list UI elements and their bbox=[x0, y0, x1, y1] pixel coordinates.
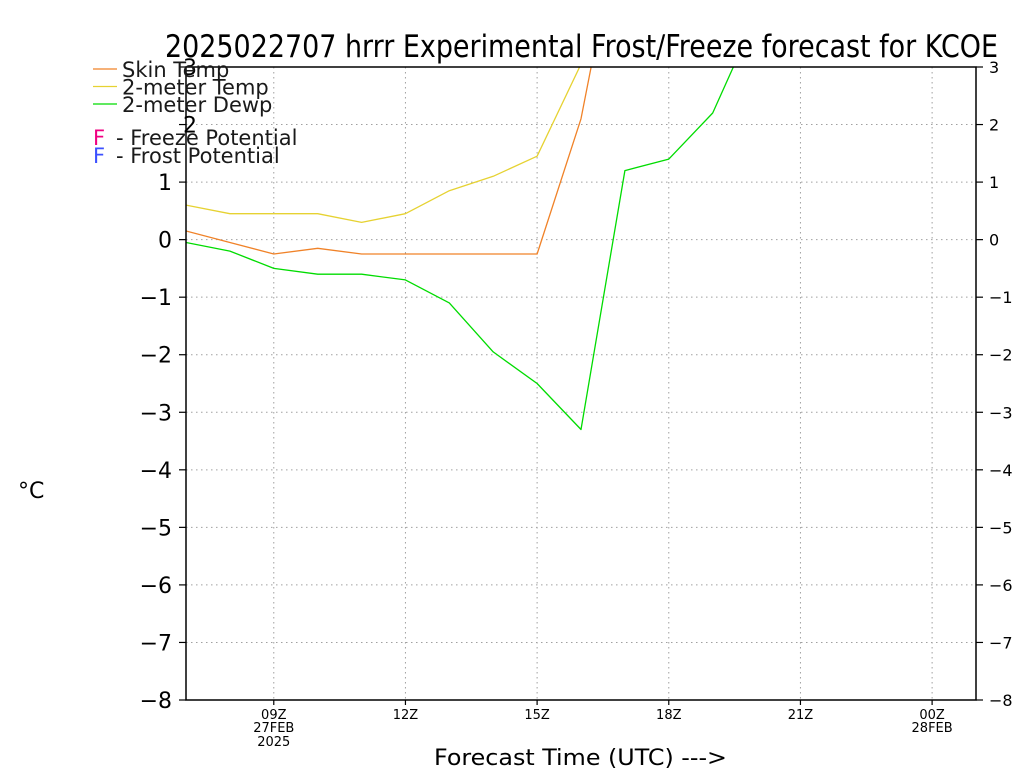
y-tick-label-right: 1 bbox=[989, 173, 999, 192]
x-axis-title: Forecast Time (UTC) ---> bbox=[434, 746, 727, 768]
y-tick-label-left: −4 bbox=[140, 459, 172, 484]
series-line-skin-temp bbox=[186, 67, 592, 255]
y-tick-label-right: −3 bbox=[989, 403, 1013, 422]
y-tick-label-left: −6 bbox=[140, 574, 172, 599]
legend-label-2-meter-dewp: 2-meter Dewp bbox=[122, 93, 272, 117]
x-tick-label: 15Z bbox=[524, 708, 550, 723]
y-tick-label-left: 1 bbox=[158, 171, 172, 196]
y-tick-label-left: −7 bbox=[140, 631, 172, 656]
y-tick-label-left: −2 bbox=[140, 344, 172, 369]
data-series bbox=[186, 67, 735, 431]
y-tick-label-left: 3 bbox=[183, 56, 197, 81]
y-axis-right: −8 −7 −6 −5 −4 −3 −2 −1 0 1 2 3 bbox=[976, 58, 1013, 710]
series-line-2-meter-dewp bbox=[186, 67, 735, 431]
chart-title: 2025022707 hrrr Experimental Frost/Freez… bbox=[165, 29, 998, 65]
y-tick-label-right: −1 bbox=[989, 288, 1013, 307]
series-line-2-meter-temp bbox=[186, 67, 581, 224]
x-tick-label: 12Z bbox=[393, 708, 419, 723]
y-tick-label-right: 0 bbox=[989, 231, 999, 250]
y-tick-label-right: −7 bbox=[989, 633, 1013, 652]
x-tick-date-label: 27FEB bbox=[253, 721, 294, 736]
y-tick-label-left: −5 bbox=[140, 516, 172, 541]
legend-note-text: - Frost Potential bbox=[116, 144, 280, 168]
legend-note-symbol: F bbox=[93, 126, 105, 150]
y-tick-label-left: 2 bbox=[183, 114, 197, 139]
y-tick-label-left: 0 bbox=[158, 229, 172, 254]
legend-note-text: - Freeze Potential bbox=[116, 126, 297, 150]
legend-label-2-meter-temp: 2-meter Temp bbox=[122, 76, 269, 100]
plot-frame bbox=[185, 66, 977, 701]
x-tick-label: 00Z bbox=[919, 708, 945, 723]
y-tick-label-right: 3 bbox=[989, 58, 999, 77]
y-axis-left: −8 −7 −6 −5 −4 −3 −2 −1 0 1 2 3 bbox=[140, 56, 197, 714]
x-tick-label: 21Z bbox=[788, 708, 814, 723]
legend-note-symbol: F bbox=[93, 144, 105, 168]
y-tick-label-left: −8 bbox=[140, 689, 172, 714]
x-tick-date-label: 2025 bbox=[257, 735, 290, 750]
x-tick-label: 09Z bbox=[261, 708, 287, 723]
y-tick-label-right: −6 bbox=[989, 576, 1013, 595]
y-tick-label-right: −2 bbox=[989, 346, 1013, 365]
y-tick-label-right: 2 bbox=[989, 116, 999, 135]
y-tick-label-right: −5 bbox=[989, 518, 1013, 537]
y-tick-label-right: −4 bbox=[989, 461, 1013, 480]
y-axis-unit-label: °C bbox=[18, 479, 44, 504]
x-tick-label: 18Z bbox=[656, 708, 682, 723]
legend-label-skin-temp: Skin Temp bbox=[122, 58, 229, 82]
y-tick-label-left: −3 bbox=[140, 401, 172, 426]
y-tick-label-right: −8 bbox=[989, 691, 1013, 710]
x-tick-date-label: 28FEB bbox=[912, 721, 953, 736]
grid-lines bbox=[186, 67, 976, 700]
y-tick-label-left: −1 bbox=[140, 286, 172, 311]
legend-note-freeze-potential: F - Freeze Potential bbox=[93, 126, 297, 150]
legend-note-frost-potential: F - Frost Potential bbox=[93, 144, 280, 168]
